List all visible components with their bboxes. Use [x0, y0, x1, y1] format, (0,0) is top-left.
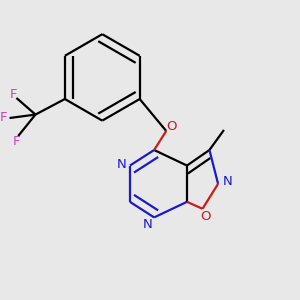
- Text: N: N: [223, 175, 232, 188]
- Text: N: N: [142, 218, 152, 231]
- Text: F: F: [10, 88, 17, 101]
- Text: O: O: [201, 210, 211, 223]
- Text: N: N: [116, 158, 126, 171]
- Text: F: F: [0, 111, 7, 124]
- Text: F: F: [13, 135, 20, 148]
- Text: O: O: [166, 120, 177, 133]
